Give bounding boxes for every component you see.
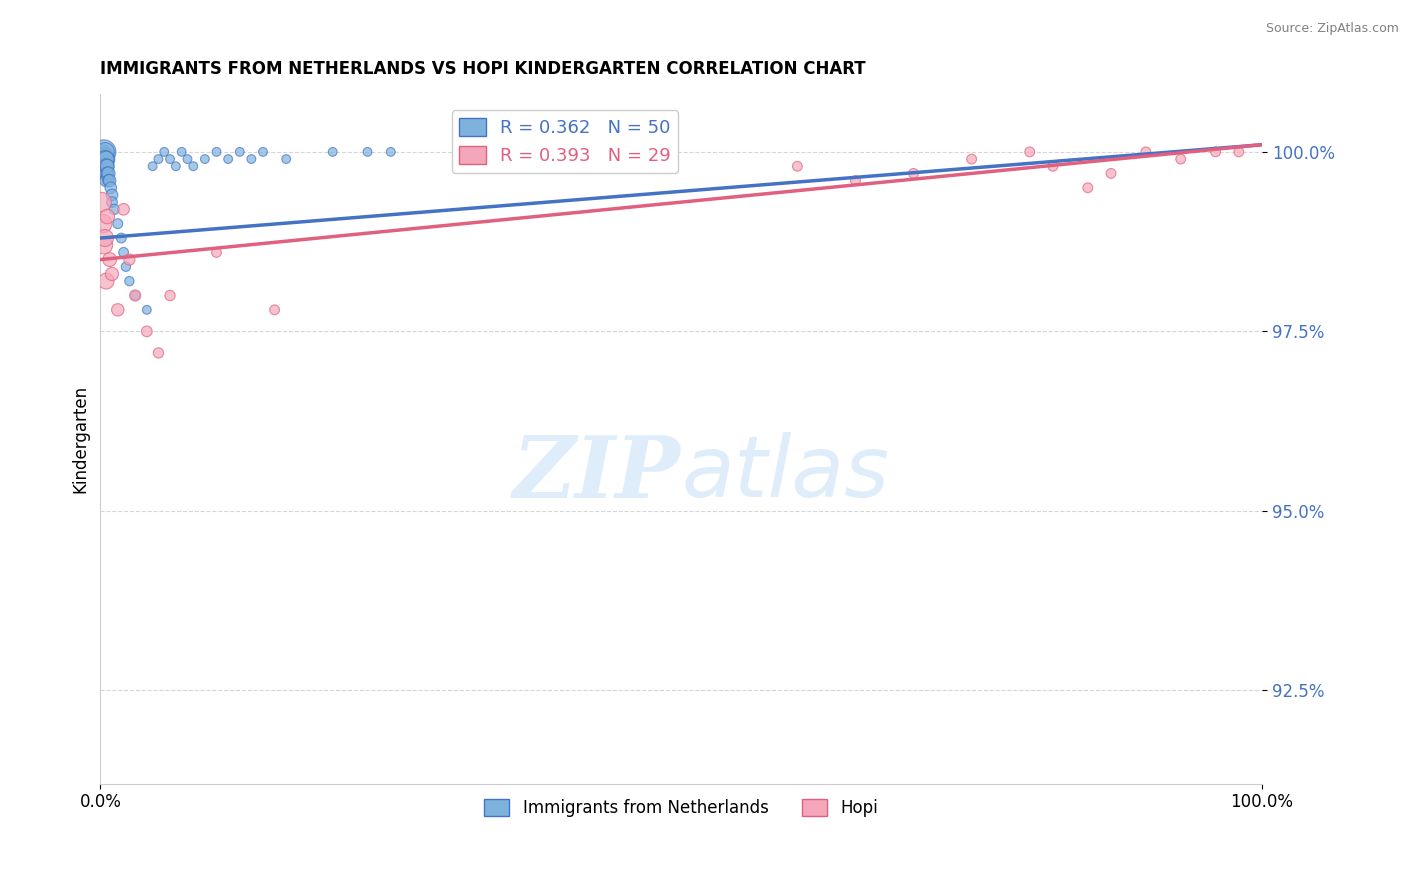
Y-axis label: Kindergarten: Kindergarten [72, 385, 89, 493]
Point [1099, 166, 1122, 180]
Point [194, 152, 217, 166]
Point [107, 302, 129, 317]
Point [159, 152, 181, 166]
Point [124, 288, 146, 302]
Point [93, 152, 115, 166]
Point [135, 302, 157, 317]
Point [96, 159, 118, 173]
Point [93, 145, 115, 159]
Point [94, 159, 117, 173]
Point [1205, 145, 1227, 159]
Point [96, 210, 118, 224]
Point [103, 202, 125, 217]
Point [98, 252, 121, 267]
Point [98, 173, 121, 187]
Point [240, 152, 263, 166]
Point [217, 152, 239, 166]
Point [159, 288, 181, 302]
Point [181, 159, 204, 173]
Point [1135, 145, 1157, 159]
Point [91, 217, 114, 231]
Point [96, 159, 118, 173]
Point [97, 173, 120, 187]
Point [786, 159, 808, 173]
Text: ZIP: ZIP [513, 432, 681, 516]
Point [1170, 152, 1192, 166]
Text: atlas: atlas [681, 432, 889, 515]
Point [1042, 159, 1064, 173]
Point [90, 159, 112, 173]
Point [135, 325, 157, 339]
Point [94, 231, 117, 245]
Point [263, 302, 285, 317]
Point [1018, 145, 1040, 159]
Point [115, 260, 138, 274]
Point [96, 166, 118, 180]
Point [1077, 181, 1099, 195]
Point [380, 145, 402, 159]
Point [91, 152, 114, 166]
Point [276, 152, 298, 166]
Point [93, 159, 115, 173]
Point [91, 145, 114, 159]
Point [153, 145, 176, 159]
Text: Source: ZipAtlas.com: Source: ZipAtlas.com [1265, 22, 1399, 36]
Point [101, 267, 124, 281]
Point [176, 152, 198, 166]
Point [205, 245, 228, 260]
Point [96, 152, 118, 166]
Point [1227, 145, 1250, 159]
Point [142, 159, 165, 173]
Point [110, 231, 132, 245]
Point [118, 252, 141, 267]
Point [101, 195, 124, 210]
Point [96, 166, 118, 180]
Point [97, 166, 120, 180]
Point [844, 173, 866, 187]
Point [252, 145, 274, 159]
Point [903, 166, 925, 180]
Point [148, 152, 170, 166]
Point [90, 195, 112, 210]
Point [118, 274, 141, 288]
Point [96, 173, 118, 187]
Point [124, 288, 146, 302]
Point [960, 152, 983, 166]
Point [170, 145, 193, 159]
Point [356, 145, 378, 159]
Point [93, 238, 115, 252]
Point [165, 159, 187, 173]
Point [148, 346, 170, 360]
Text: IMMIGRANTS FROM NETHERLANDS VS HOPI KINDERGARTEN CORRELATION CHART: IMMIGRANTS FROM NETHERLANDS VS HOPI KIND… [100, 60, 866, 78]
Point [101, 188, 124, 202]
Point [90, 145, 112, 159]
Point [107, 217, 129, 231]
Point [112, 245, 135, 260]
Point [322, 145, 344, 159]
Legend: Immigrants from Netherlands, Hopi: Immigrants from Netherlands, Hopi [478, 792, 884, 823]
Point [94, 166, 117, 180]
Point [100, 181, 122, 195]
Point [90, 152, 112, 166]
Point [229, 145, 252, 159]
Point [94, 145, 117, 159]
Point [96, 274, 118, 288]
Point [205, 145, 228, 159]
Point [94, 152, 117, 166]
Point [112, 202, 135, 217]
